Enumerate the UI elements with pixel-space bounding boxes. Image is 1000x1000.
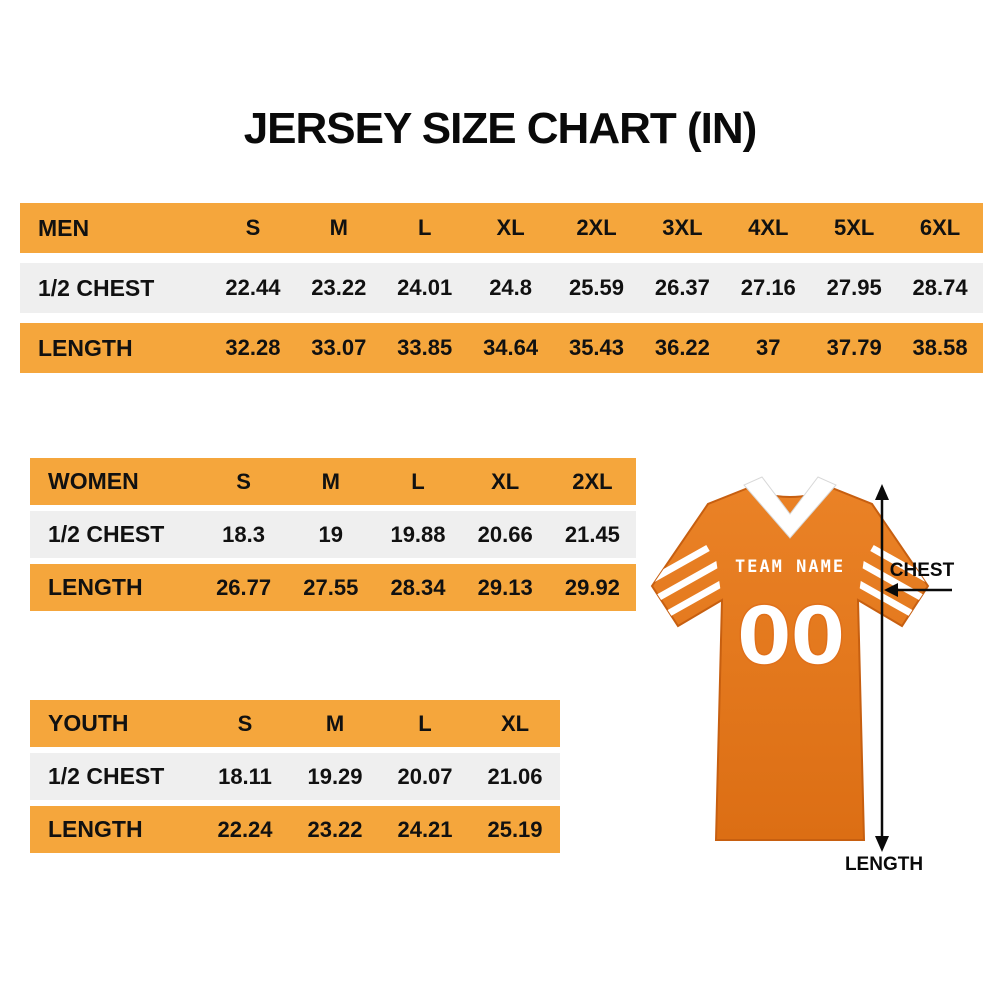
value-cell: 27.16 xyxy=(740,275,796,300)
size-header-cell: 2XL xyxy=(576,215,617,240)
row-label: LENGTH xyxy=(48,816,143,842)
chest-arrow xyxy=(884,583,952,597)
value-cell: 34.64 xyxy=(483,335,539,360)
value-cell: 36.22 xyxy=(654,335,710,360)
value-cell: 19 xyxy=(318,521,344,547)
men-table-title: MEN xyxy=(38,214,90,241)
value-cell: 28.34 xyxy=(390,574,446,600)
size-header-cell: 5XL xyxy=(833,215,875,240)
value-cell: 24.01 xyxy=(397,275,453,300)
size-header-cell: L xyxy=(417,215,432,240)
size-header-cell: 2XL xyxy=(572,468,613,494)
women-header-row: WOMEN S M L XL 2XL xyxy=(30,458,636,505)
value-cell: 37 xyxy=(756,335,781,360)
size-header-cell: XL xyxy=(500,710,530,736)
size-header-cell: M xyxy=(321,468,340,494)
row-label: LENGTH xyxy=(38,334,133,361)
size-header-cell: 6XL xyxy=(919,215,961,240)
value-cell: 28.74 xyxy=(912,275,968,300)
value-cell: 20.07 xyxy=(397,763,453,789)
chest-dimension-label: CHEST xyxy=(890,560,955,581)
women-half-chest-row: 1/2 CHEST 18.3 19 19.88 20.66 21.45 xyxy=(30,511,636,558)
value-cell: 24.8 xyxy=(489,275,533,300)
value-cell: 24.21 xyxy=(397,816,453,842)
value-cell: 23.22 xyxy=(311,275,367,300)
size-header-cell: 4XL xyxy=(748,215,789,240)
youth-length-row: LENGTH 22.24 23.22 24.21 25.19 xyxy=(30,806,560,853)
value-cell: 27.95 xyxy=(826,275,882,300)
size-header-cell: M xyxy=(325,710,345,736)
row-label: 1/2 CHEST xyxy=(48,521,165,547)
value-cell: 23.22 xyxy=(307,816,363,842)
value-cell: 27.55 xyxy=(303,574,359,600)
size-header-cell: XL xyxy=(496,215,525,240)
youth-size-table: YOUTH S M L XL 1/2 CHEST 18.11 19.29 20.… xyxy=(30,700,560,853)
value-cell: 22.44 xyxy=(225,275,281,300)
size-header-cell: L xyxy=(411,468,425,494)
size-header-cell: S xyxy=(245,215,261,240)
men-half-chest-row: 1/2 CHEST 22.44 23.22 24.01 24.8 25.59 2… xyxy=(20,263,983,313)
men-size-table: MEN S M L XL 2XL 3XL 4XL 5XL 6XL 1/2 CHE… xyxy=(20,203,983,373)
value-cell: 19.88 xyxy=(390,521,446,547)
youth-table-title: YOUTH xyxy=(48,710,129,736)
value-cell: 38.58 xyxy=(912,335,968,360)
value-cell: 37.79 xyxy=(826,335,882,360)
men-length-row: LENGTH 32.28 33.07 33.85 34.64 35.43 36.… xyxy=(20,323,983,373)
row-label: 1/2 CHEST xyxy=(48,763,165,789)
length-arrow-up xyxy=(875,484,889,500)
jersey-collar xyxy=(743,476,837,539)
youth-header-row: YOUTH S M L XL xyxy=(30,700,560,747)
value-cell: 19.29 xyxy=(307,763,363,789)
jersey-graphic: TEAM NAME 00 CHEST LENGTH xyxy=(650,476,955,875)
value-cell: 26.37 xyxy=(654,275,710,300)
value-cell: 18.3 xyxy=(222,521,265,547)
value-cell: 26.77 xyxy=(216,574,272,600)
value-cell: 25.59 xyxy=(568,275,625,300)
value-cell: 35.43 xyxy=(568,335,625,360)
size-header-cell: S xyxy=(237,710,253,736)
women-table-title: WOMEN xyxy=(48,468,139,494)
value-cell: 21.06 xyxy=(487,763,543,789)
jersey-team-name: TEAM NAME xyxy=(735,557,845,577)
value-cell: 18.11 xyxy=(218,763,272,789)
women-size-table: WOMEN S M L XL 2XL 1/2 CHEST 18.3 19 19.… xyxy=(30,458,636,611)
size-header-cell: S xyxy=(236,468,251,494)
size-header-cell: M xyxy=(329,215,348,240)
value-cell: 33.07 xyxy=(311,335,367,360)
value-cell: 20.66 xyxy=(477,521,533,547)
youth-half-chest-row: 1/2 CHEST 18.11 19.29 20.07 21.06 xyxy=(30,753,560,800)
length-dimension-label: LENGTH xyxy=(845,854,923,875)
value-cell: 22.24 xyxy=(217,816,273,842)
jersey-number: 00 xyxy=(736,590,843,683)
length-arrow-down xyxy=(875,836,889,852)
value-cell: 33.85 xyxy=(397,335,453,360)
size-header-cell: XL xyxy=(491,468,520,494)
value-cell: 32.28 xyxy=(225,335,281,360)
women-length-row: LENGTH 26.77 27.55 28.34 29.13 29.92 xyxy=(30,564,636,611)
value-cell: 29.92 xyxy=(564,574,620,600)
page-title: JERSEY SIZE CHART (IN) xyxy=(243,104,758,153)
men-header-row: MEN S M L XL 2XL 3XL 4XL 5XL 6XL xyxy=(20,203,983,253)
value-cell: 29.13 xyxy=(477,574,533,600)
jersey-illustration: TEAM NAME 00 CHEST LENGTH xyxy=(630,468,970,878)
value-cell: 25.19 xyxy=(487,816,543,842)
row-label: 1/2 CHEST xyxy=(38,274,155,301)
value-cell: 21.45 xyxy=(564,521,620,547)
size-header-cell: 3XL xyxy=(662,215,703,240)
size-header-cell: L xyxy=(418,710,432,736)
row-label: LENGTH xyxy=(48,574,143,600)
